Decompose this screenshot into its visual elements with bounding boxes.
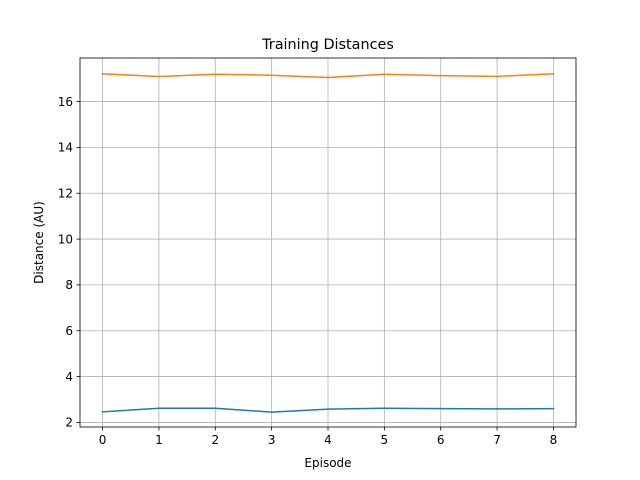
x-axis-label: Episode [304,456,351,470]
x-tick-label: 4 [324,433,332,447]
y-axis-label: Distance (AU) [32,201,46,284]
x-tick-label: 5 [381,433,389,447]
x-tick-label: 2 [211,433,219,447]
x-tick-label: 0 [99,433,107,447]
y-tick-label: 14 [58,141,73,155]
x-tick-label: 8 [550,433,558,447]
x-tick-label: 7 [493,433,501,447]
y-tick-label: 8 [65,278,73,292]
y-tick-label: 12 [58,187,73,201]
x-tick-label: 3 [268,433,276,447]
x-tick-label: 6 [437,433,445,447]
y-tick-label: 10 [58,232,73,246]
series-line-2 [101,73,555,79]
y-tick-label: 6 [65,324,73,338]
grid-lines [80,58,576,427]
y-tick-label: 16 [58,95,73,109]
series-lines [101,73,555,413]
y-tick-label: 2 [65,416,73,430]
y-tick-label: 4 [65,370,73,384]
series-line-1 [101,407,555,413]
x-tick-label: 1 [155,433,163,447]
chart-title: Training Distances [261,37,394,53]
